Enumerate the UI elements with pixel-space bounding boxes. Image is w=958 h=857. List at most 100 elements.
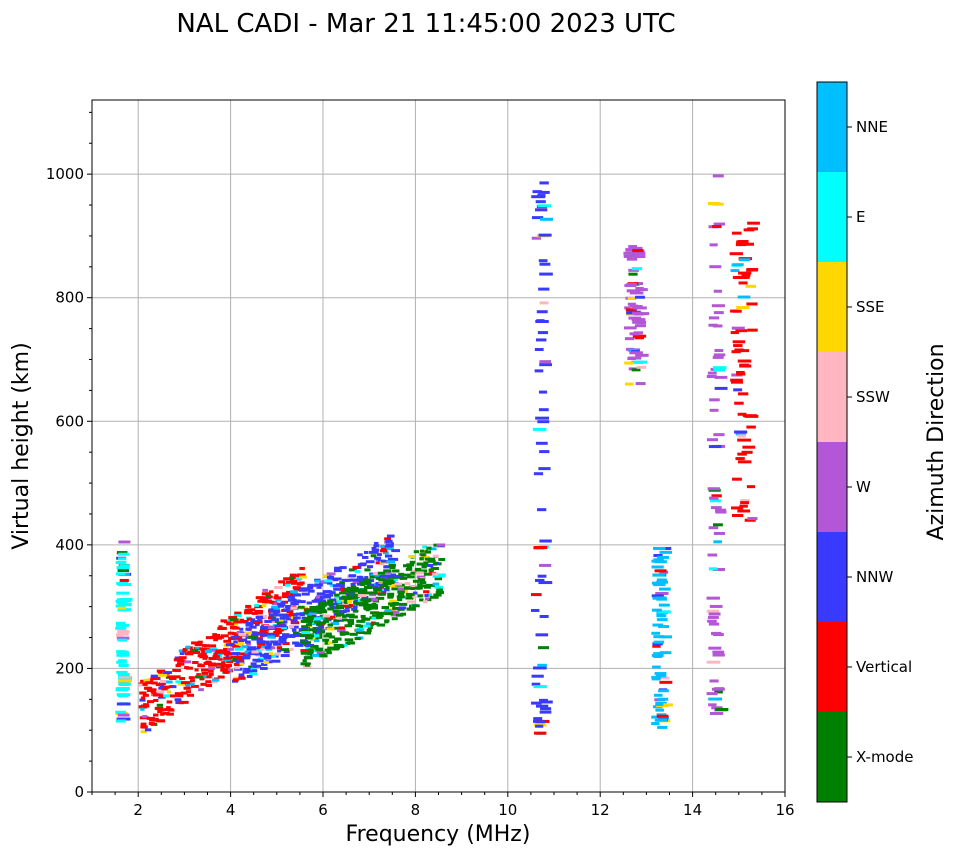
echo-point	[427, 559, 436, 563]
echo-point	[657, 725, 668, 729]
echo-point	[419, 557, 424, 561]
echo-point	[292, 593, 302, 597]
echo-point	[742, 445, 756, 449]
echo-point	[314, 583, 323, 587]
echo-point	[228, 616, 237, 620]
echo-point	[711, 225, 722, 229]
echo-point	[270, 640, 279, 644]
echo-point	[236, 652, 246, 656]
echo-point	[234, 666, 240, 670]
echo-point	[535, 724, 544, 728]
echo-point	[316, 605, 325, 609]
echo-point	[631, 251, 646, 255]
echo-point	[535, 338, 547, 342]
echo-point	[340, 587, 348, 591]
echo-point	[156, 703, 164, 707]
echo-point	[427, 564, 434, 568]
echo-point	[391, 557, 399, 561]
echo-point	[713, 311, 724, 315]
echo-point	[307, 652, 314, 656]
colorbar-swatch	[817, 352, 847, 442]
echo-point	[175, 680, 182, 684]
echo-point	[357, 553, 363, 557]
echo-point	[254, 652, 263, 656]
echo-point	[281, 595, 291, 599]
echo-point	[301, 629, 309, 633]
echo-point	[213, 638, 218, 642]
echo-point	[326, 572, 336, 576]
echo-point	[324, 638, 330, 642]
echo-point	[385, 542, 394, 546]
echo-point	[233, 620, 243, 624]
echo-point	[709, 243, 718, 247]
echo-point	[635, 295, 645, 299]
echo-point	[347, 619, 355, 623]
echo-point	[371, 546, 377, 550]
echo-point	[375, 596, 385, 600]
echo-point	[348, 615, 358, 619]
echo-point	[199, 653, 207, 657]
echo-point	[344, 587, 350, 591]
echo-point	[629, 332, 640, 336]
echo-point	[349, 578, 359, 582]
echo-point	[175, 669, 181, 673]
echo-point	[257, 599, 265, 603]
echo-point	[116, 670, 128, 674]
echo-point	[734, 401, 744, 405]
echo-point	[239, 627, 244, 631]
echo-point	[140, 707, 145, 711]
echo-point	[116, 600, 127, 604]
echo-point	[116, 572, 126, 576]
echo-point	[117, 659, 127, 663]
echo-point	[360, 588, 368, 592]
echo-point	[271, 659, 281, 663]
echo-point	[262, 640, 270, 644]
echo-point	[300, 662, 309, 666]
echo-point	[263, 654, 272, 658]
echo-point	[223, 652, 229, 656]
echo-point	[385, 547, 394, 551]
echo-point	[399, 576, 405, 580]
echo-point	[658, 689, 669, 693]
y-tick-label: 400	[55, 536, 84, 554]
echo-point	[277, 649, 282, 653]
echo-point	[232, 678, 239, 682]
echo-point	[385, 586, 390, 590]
colorbar-tick-label: NNE	[856, 118, 888, 136]
y-tick-label: 600	[55, 412, 84, 430]
echo-point	[708, 612, 721, 616]
x-axis-ticks: 2 4 6 8 10 12 14 16	[91, 792, 795, 819]
echo-point	[348, 603, 354, 607]
echo-point	[539, 301, 549, 305]
echo-point	[142, 693, 149, 697]
echo-point	[656, 597, 667, 601]
echo-point	[361, 595, 369, 599]
echo-point	[235, 642, 245, 646]
echo-point	[119, 675, 131, 679]
echo-point	[222, 658, 231, 662]
echo-point	[116, 632, 129, 636]
echo-point	[715, 510, 727, 514]
echo-point	[250, 662, 257, 666]
echo-point	[389, 566, 396, 570]
echo-point	[413, 550, 420, 554]
echo-point	[336, 598, 345, 602]
echo-point	[373, 622, 380, 626]
echo-point	[631, 267, 643, 271]
y-tick-label: 1000	[46, 165, 84, 183]
echo-point	[712, 366, 727, 370]
echo-point	[270, 616, 277, 620]
echo-point	[332, 640, 338, 644]
echo-point	[166, 675, 175, 679]
echo-point	[628, 316, 642, 320]
echo-point	[384, 612, 394, 616]
chart-title: NAL CADI - Mar 21 11:45:00 2023 UTC	[176, 9, 675, 39]
echo-point	[116, 660, 127, 664]
echo-point	[320, 580, 328, 584]
echo-point	[712, 324, 723, 328]
echo-point	[732, 309, 742, 313]
echo-point	[537, 204, 552, 208]
echo-point	[658, 603, 670, 607]
echo-point	[537, 420, 550, 424]
echo-point	[366, 583, 375, 587]
